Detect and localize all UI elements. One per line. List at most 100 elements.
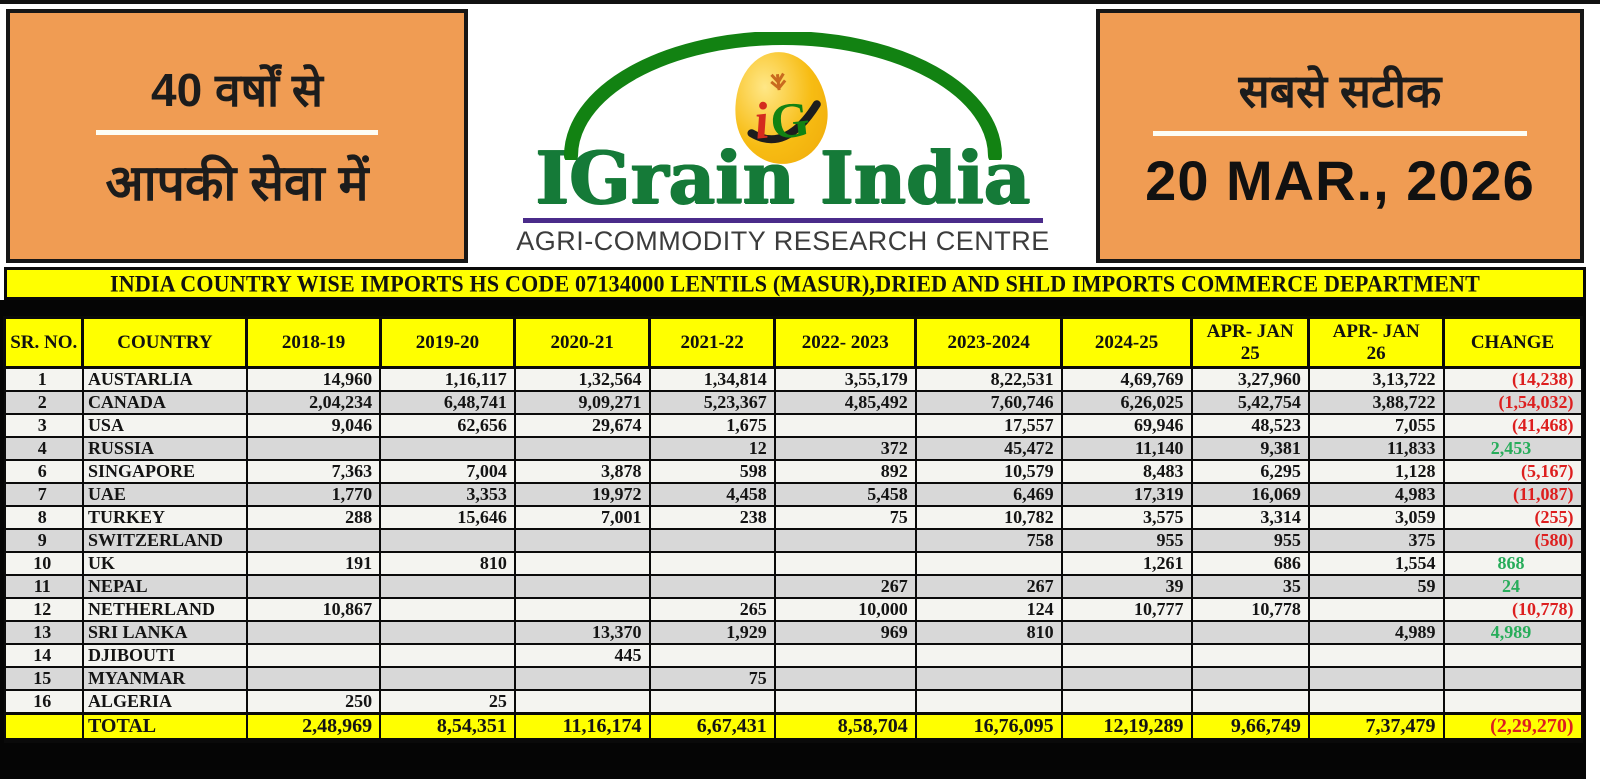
table-cell: 3,314: [1190, 505, 1310, 530]
table-cell: [1190, 620, 1310, 645]
table-cell: ALGERIA: [81, 689, 248, 715]
table-cell: 969: [773, 620, 917, 645]
table-cell: 686: [1190, 551, 1310, 576]
table-cell: 6,48,741: [379, 390, 516, 415]
table-cell: 10,782: [914, 505, 1063, 530]
table-cell: 375: [1307, 528, 1445, 553]
brand-subtitle: AGRI-COMMODITY RESEARCH CENTRE: [516, 226, 1050, 256]
table-cell: 4,69,769: [1060, 366, 1193, 392]
table-cell: NETHERLAND: [81, 597, 248, 622]
svg-text:G: G: [767, 90, 812, 150]
column-header: 2024-25: [1060, 316, 1194, 369]
table-cell: UAE: [81, 482, 248, 507]
table-cell: [648, 551, 776, 576]
table-cell: 16,069: [1190, 482, 1310, 507]
column-header: 2020-21: [513, 316, 652, 369]
logo-block: i G IGrain India AGRI-COMMODITY RESEARCH…: [470, 4, 1096, 266]
table-cell: 1,32,564: [513, 366, 651, 392]
table-cell: 1: [3, 366, 84, 392]
table-cell: SRI LANKA: [81, 620, 248, 645]
table-cell: [1442, 689, 1583, 715]
table-cell: 12,19,289: [1060, 712, 1193, 743]
table-cell: 7,60,746: [914, 390, 1063, 415]
table-cell: 5,42,754: [1190, 390, 1310, 415]
table-cell: SWITZERLAND: [81, 528, 248, 553]
column-header: APR- JAN 25: [1190, 316, 1311, 369]
table-cell: 445: [513, 643, 651, 668]
table-row: 3 USA 9,046 62,656 29,674 1,675 17,557 69,946 48…: [3, 413, 1583, 438]
table-cell: 9,381: [1190, 436, 1310, 461]
table-cell: 250: [245, 689, 382, 715]
table-cell: [379, 436, 516, 461]
table-cell: 75: [773, 505, 917, 530]
table-cell: 3,059: [1307, 505, 1445, 530]
table-cell: 3,27,960: [1190, 366, 1310, 392]
imports-table: SR. NO. COUNTRY 2018-19 2019-20 2020-21 2021-…: [2, 316, 1583, 743]
table-cell: 11,140: [1060, 436, 1193, 461]
table-row: 2 CANADA 2,04,234 6,48,741 9,09,271 5,23,367 4…: [3, 390, 1583, 415]
table-cell: 16,76,095: [914, 712, 1063, 743]
table-cell: 2,453: [1442, 436, 1583, 461]
table-cell: SINGAPORE: [81, 459, 248, 484]
table-cell: 7,055: [1307, 413, 1445, 438]
table-cell: 10,867: [245, 597, 382, 622]
table-cell: 1,554: [1307, 551, 1445, 576]
table-cell: 7: [3, 482, 84, 507]
table-cell: 6,26,025: [1060, 390, 1193, 415]
table-cell: 11,833: [1307, 436, 1445, 461]
table-cell: [648, 528, 776, 553]
table-cell: [773, 643, 917, 668]
brand-underline: [523, 218, 1043, 223]
column-header: 2023-2024: [914, 316, 1064, 369]
table-cell: 1,770: [245, 482, 382, 507]
table-cell: 9,09,271: [513, 390, 651, 415]
table-cell: 17,557: [914, 413, 1063, 438]
left-tagline-box: 40 वर्षों से आपकी सेवा में: [6, 9, 468, 263]
table-cell: 15: [3, 666, 84, 691]
column-header: 2019-20: [378, 316, 517, 369]
table-cell: 191: [245, 551, 382, 576]
table-cell: 4: [3, 436, 84, 461]
table-cell: 45,472: [914, 436, 1063, 461]
table-row: 12 NETHERLAND 10,867 265 10,000 124 10,777 10,7…: [3, 597, 1583, 622]
table-cell: 3,88,722: [1307, 390, 1445, 415]
report-title-bar: INDIA COUNTRY WISE IMPORTS HS CODE 07134…: [4, 267, 1586, 300]
table-cell: [245, 436, 382, 461]
table-row: 1 AUSTARLIA 14,960 1,16,117 1,32,564 1,34,814…: [3, 366, 1583, 392]
table-cell: 7,363: [245, 459, 382, 484]
table-cell: [513, 436, 651, 461]
table-cell: (11,087): [1442, 482, 1583, 507]
table-cell: 2: [3, 390, 84, 415]
table-cell: (10,778): [1442, 597, 1583, 622]
table-cell: TURKEY: [81, 505, 248, 530]
table-cell: 12: [3, 597, 84, 622]
table-cell: 267: [914, 574, 1063, 599]
table-row: 7 UAE 1,770 3,353 19,972 4,458 5,458 6,469 17,31…: [3, 482, 1583, 507]
table-cell: 4,989: [1442, 620, 1583, 645]
table-cell: [513, 597, 651, 622]
table-cell: [1307, 643, 1445, 668]
tagline-years: 40 वर्षों से: [151, 63, 323, 116]
table-row: 15 MYANMAR 75: [3, 666, 1583, 691]
table-cell: [773, 528, 917, 553]
table-cell: [379, 574, 516, 599]
table-cell: [773, 666, 917, 691]
table-cell: [1060, 689, 1193, 715]
table-cell: [379, 528, 516, 553]
table-cell: (580): [1442, 528, 1583, 553]
table-cell: 6,67,431: [648, 712, 776, 743]
table-cell: 25: [379, 689, 516, 715]
table-cell: [1060, 666, 1193, 691]
table-cell: 598: [648, 459, 776, 484]
table-cell: 5,23,367: [648, 390, 776, 415]
table-cell: (2,29,270): [1442, 712, 1583, 743]
table-cell: [379, 666, 516, 691]
table-cell: 10: [3, 551, 84, 576]
table-cell: 13: [3, 620, 84, 645]
table-cell: 9,66,749: [1190, 712, 1310, 743]
table-cell: 124: [914, 597, 1063, 622]
column-header: SR. NO.: [2, 316, 85, 369]
table-cell: [1307, 689, 1445, 715]
table-cell: 4,983: [1307, 482, 1445, 507]
table-cell: NEPAL: [81, 574, 248, 599]
